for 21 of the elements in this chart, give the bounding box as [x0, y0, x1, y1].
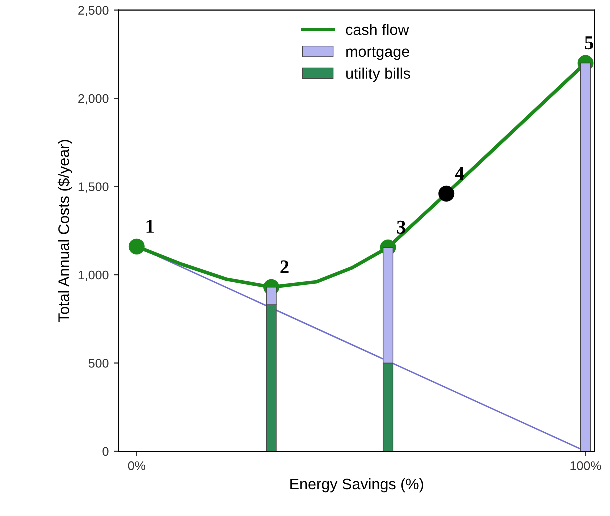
y-tick-label: 0: [102, 447, 109, 456]
annotation: 5: [585, 36, 594, 50]
legend-label: utility bills: [346, 68, 410, 82]
point: [128, 238, 145, 255]
annotation: 4: [455, 167, 464, 180]
annotation: 1: [146, 220, 154, 233]
y-axis-title: Total Annual Costs ($/year): [58, 140, 72, 322]
y-tick-label: 500: [88, 359, 109, 368]
y-tick-label: 2,000: [78, 94, 109, 105]
y-tick-label: 1,500: [78, 182, 109, 193]
bar: [580, 62, 592, 452]
annotation: 3: [397, 220, 406, 234]
x-tick-label: 100%: [570, 462, 602, 470]
y-tick-label: 2,500: [78, 6, 109, 16]
x-tick-label: 0%: [128, 462, 146, 470]
point: [438, 186, 455, 202]
x-axis-title: Energy Savings (%): [290, 478, 424, 493]
y-tick-label: 1,000: [78, 270, 109, 282]
annotation: 2: [280, 260, 289, 274]
legend-label: cash flow: [346, 24, 410, 36]
legend-label: mortgage: [346, 47, 410, 60]
